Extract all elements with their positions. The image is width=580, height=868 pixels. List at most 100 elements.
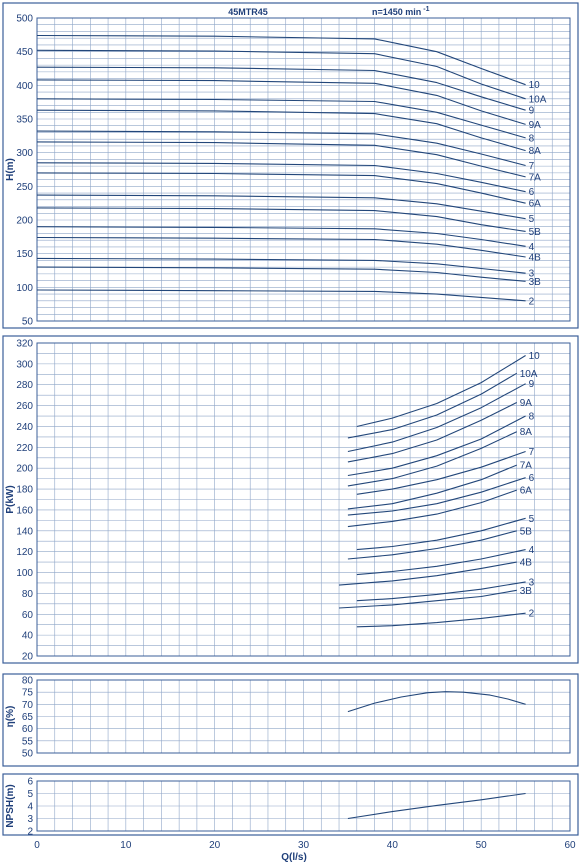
series-line [347, 431, 517, 487]
y-tick-label: 200 [16, 464, 33, 475]
y-tick-label: 2 [27, 827, 33, 838]
y-tick-label: 100 [16, 568, 33, 579]
y-tick-label: 75 [22, 688, 34, 699]
series-label: 8A [529, 146, 542, 157]
plot-area-border [36, 342, 571, 657]
series-label: 4 [529, 545, 535, 556]
y-tick-label: 60 [22, 610, 34, 621]
y-tick-label: 50 [22, 749, 34, 760]
chart-title: 45MTR45 [228, 7, 268, 17]
series-line [36, 79, 526, 125]
panel-P: 20 40 60 80 100 120 140 160 180 200 220 240 260 280 30… [2, 335, 579, 664]
series-label: 5 [529, 214, 535, 225]
panels-group: 50100150200250300350400450500H(m)1010A99… [2, 2, 579, 851]
y-tick-label: 450 [16, 47, 33, 58]
y-tick-label: 500 [16, 14, 33, 25]
plot-area-border [36, 780, 571, 832]
y-axis-title: H(m) [5, 158, 16, 181]
y-tick-label: 240 [16, 422, 33, 433]
series-line [36, 289, 526, 302]
panel-frame [2, 2, 579, 329]
series-label: 6 [529, 473, 535, 484]
series-label: 6 [529, 187, 535, 198]
series-line [356, 355, 526, 428]
series-line [36, 109, 526, 152]
series-label: 3 [529, 269, 535, 280]
series-line [347, 402, 517, 463]
series-label: 5B [520, 526, 533, 537]
series-label: 10 [529, 80, 541, 91]
y-tick-label: 280 [16, 380, 33, 391]
series-label: 2 [529, 296, 535, 307]
x-axis-title: Q(l/s) [281, 852, 307, 863]
series-line [36, 172, 526, 204]
series-label: 3B [529, 277, 542, 288]
series-line [347, 415, 526, 477]
series-label: 10 [529, 351, 541, 362]
series-label: 4B [520, 558, 533, 569]
y-tick-label: 20 [22, 652, 34, 663]
y-tick-label: 320 [16, 339, 33, 350]
y-tick-label: 150 [16, 249, 33, 260]
y-axis-title: P(kW) [5, 485, 16, 513]
series-label: 8 [529, 133, 535, 144]
series-line [347, 372, 517, 439]
y-tick-label: 160 [16, 505, 33, 516]
series-line [36, 34, 526, 86]
series-label: 2 [529, 609, 535, 620]
y-tick-label: 250 [16, 182, 33, 193]
y-tick-label: 180 [16, 485, 33, 496]
y-tick-label: 60 [22, 724, 34, 735]
series-label: 8A [520, 427, 533, 438]
plot-area-border [36, 17, 571, 322]
series-label: 7 [529, 161, 535, 172]
x-tick-label: 30 [298, 840, 310, 851]
y-tick-label: 6 [27, 777, 33, 788]
y-tick-label: 200 [16, 216, 33, 227]
series-label: 6A [529, 199, 542, 210]
series-line [347, 691, 526, 713]
series-label: 8 [529, 412, 535, 423]
series-label: 9A [529, 120, 542, 131]
y-tick-label: 40 [22, 631, 34, 642]
series-line [36, 141, 526, 178]
y-tick-label: 55 [22, 736, 34, 747]
panel-NPSH: 2 34 56 NPSH(m) [2, 773, 579, 838]
panel-frame [2, 335, 579, 664]
series-line [347, 464, 517, 510]
series-line [36, 207, 526, 232]
x-tick-label: 60 [564, 840, 576, 851]
series-line [36, 130, 526, 167]
series-label: 7A [520, 461, 533, 472]
y-tick-label: 4 [27, 802, 33, 813]
y-axis-title: NPSH(m) [5, 784, 16, 827]
speed-label-exponent: -1 [423, 6, 429, 13]
series-label: 6A [520, 486, 533, 497]
series-line [356, 581, 526, 602]
y-tick-label: 400 [16, 81, 33, 92]
y-tick-label: 300 [16, 359, 33, 370]
series-line [36, 226, 526, 247]
y-tick-label: 300 [16, 148, 33, 159]
series-label: 9 [529, 106, 535, 117]
y-tick-label: 120 [16, 547, 33, 558]
y-tick-label: 350 [16, 115, 33, 126]
series-label: 9A [520, 398, 533, 409]
series-line [36, 49, 526, 100]
x-tick-label: 40 [387, 840, 399, 851]
y-tick-label: 65 [22, 712, 34, 723]
series-line [347, 489, 517, 528]
panel-frame [2, 673, 579, 767]
series-label: 5B [529, 227, 542, 238]
series-line [36, 236, 526, 258]
y-tick-label: 5 [27, 789, 33, 800]
plot-area-border [36, 679, 571, 754]
speed-label: n=1450 min -1 [372, 6, 430, 17]
y-tick-label: 260 [16, 401, 33, 412]
series-line [36, 194, 526, 220]
series-label: 3B [520, 586, 533, 597]
y-tick-label: 220 [16, 443, 33, 454]
x-tick-label: 10 [120, 840, 132, 851]
series-line [347, 530, 517, 560]
